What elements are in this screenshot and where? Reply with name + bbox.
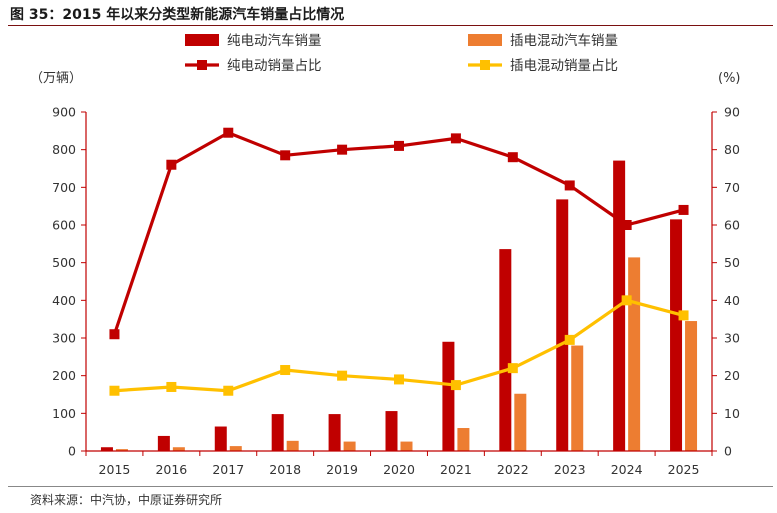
point-插电混动销量占比-2021 [450, 380, 461, 391]
point-插电混动销量占比-2015 [109, 385, 120, 396]
right-tick-label: 70 [724, 180, 740, 195]
x-tick-label-2018: 2018 [269, 462, 301, 477]
point-插电混动销量占比-2020 [394, 374, 404, 385]
bar-纯电动汽车销量-2015 [100, 447, 113, 451]
left-tick-label: 300 [52, 331, 76, 346]
x-tick-label-2020: 2020 [383, 462, 415, 477]
point-插电混动销量占比-2018 [280, 365, 291, 376]
left-tick-label: 400 [52, 293, 76, 308]
x-tick-label-2021: 2021 [440, 462, 472, 477]
title-divider [8, 25, 773, 26]
legend-插电混动汽车销量-label: 插电混动汽车销量 [510, 32, 618, 49]
bar-插电混动汽车销量-2024 [628, 257, 641, 451]
point-纯电动销量占比-2016 [166, 159, 177, 170]
point-插电混动销量占比-2025 [678, 310, 689, 321]
left-axis-unit-label: （万辆） [30, 71, 82, 86]
x-tick-label-2015: 2015 [99, 462, 131, 477]
x-tick-label-2025: 2025 [668, 462, 700, 477]
bar-series [100, 160, 698, 451]
right-tick-label: 50 [724, 255, 740, 270]
legend-纯电动销量占比-label: 纯电动销量占比 [227, 58, 322, 74]
legend-纯电动销量占比-marker [197, 60, 207, 70]
bar-插电混动汽车销量-2017 [229, 446, 242, 451]
bar-纯电动汽车销量-2023 [556, 199, 569, 451]
source-note: 资料来源：中汽协，中原证券研究所 [30, 493, 223, 507]
point-纯电动销量占比-2017 [223, 127, 234, 138]
x-tick-label-2023: 2023 [554, 462, 586, 477]
bar-插电混动汽车销量-2020 [400, 441, 413, 451]
right-tick-label: 60 [724, 218, 740, 233]
x-tick-label-2017: 2017 [212, 462, 244, 477]
bar-纯电动汽车销量-2025 [670, 219, 683, 451]
line-series [109, 127, 689, 396]
bar-纯电动汽车销量-2018 [271, 414, 284, 451]
x-tick-label-2016: 2016 [155, 462, 187, 477]
point-纯电动销量占比-2019 [337, 144, 348, 155]
right-tick-label: 40 [724, 293, 740, 308]
bar-纯电动汽车销量-2021 [442, 341, 455, 451]
bar-纯电动汽车销量-2017 [214, 426, 227, 451]
left-tick-label: 0 [68, 444, 76, 459]
right-axis-unit-label: (%) [718, 71, 741, 86]
bar-纯电动汽车销量-2016 [157, 435, 170, 451]
legend-纯电动汽车销量-label: 纯电动汽车销量 [227, 32, 322, 49]
bar-纯电动汽车销量-2020 [385, 411, 398, 451]
left-tick-label: 200 [52, 368, 76, 383]
right-tick-label: 30 [724, 331, 740, 346]
left-axis-ticks: 0 100 200 300 400 500 600 700 800 900 [52, 105, 86, 459]
legend-插电混动汽车销量-swatch [468, 34, 502, 46]
left-tick-label: 500 [52, 255, 76, 270]
legend-插电混动销量占比-label: 插电混动销量占比 [510, 58, 618, 74]
point-插电混动销量占比-2017 [223, 385, 234, 396]
point-纯电动销量占比-2020 [394, 140, 404, 151]
figure-title: 图 35：2015 年以来分类型新能源汽车销量占比情况 [10, 7, 345, 23]
point-纯电动销量占比-2024 [621, 220, 632, 230]
point-纯电动销量占比-2022 [507, 152, 518, 163]
bar-插电混动汽车销量-2018 [286, 440, 299, 451]
bar-插电混动汽车销量-2023 [571, 345, 584, 451]
right-tick-label: 10 [724, 406, 740, 421]
right-tick-label: 0 [724, 444, 732, 459]
point-插电混动销量占比-2024 [621, 295, 632, 306]
point-纯电动销量占比-2015 [109, 329, 120, 340]
legend-插电混动销量占比-marker [480, 60, 490, 70]
bar-插电混动汽车销量-2016 [172, 447, 185, 451]
bar-插电混动汽车销量-2022 [514, 393, 527, 451]
bar-纯电动汽车销量-2019 [328, 414, 341, 451]
bar-插电混动汽车销量-2021 [457, 428, 470, 451]
point-插电混动销量占比-2016 [166, 381, 177, 392]
legend-纯电动汽车销量-swatch [185, 34, 219, 46]
right-tick-label: 20 [724, 368, 740, 383]
left-tick-label: 900 [52, 105, 76, 120]
x-tick-label-2019: 2019 [326, 462, 358, 477]
point-纯电动销量占比-2023 [564, 180, 575, 191]
x-tick-label-2024: 2024 [611, 462, 643, 477]
bar-纯电动汽车销量-2022 [499, 249, 512, 451]
left-tick-label: 700 [52, 180, 76, 195]
footer-divider [8, 486, 773, 487]
bar-插电混动汽车销量-2015 [115, 449, 128, 451]
right-tick-label: 80 [724, 142, 740, 157]
bar-插电混动汽车销量-2025 [685, 321, 698, 451]
x-axis-ticks: 2015 2016 2017 2018 2019 2020 2021 2022 2023 2024… [85, 451, 713, 477]
left-tick-label: 800 [52, 142, 76, 157]
point-插电混动销量占比-2023 [564, 334, 575, 345]
axes [85, 112, 713, 452]
x-tick-label-2022: 2022 [497, 462, 529, 477]
point-纯电动销量占比-2021 [450, 133, 461, 144]
point-插电混动销量占比-2019 [337, 370, 348, 381]
left-tick-label: 100 [52, 406, 76, 421]
point-纯电动销量占比-2025 [678, 204, 689, 215]
right-tick-label: 90 [724, 105, 740, 120]
line-纯电动销量占比 [112, 131, 684, 335]
left-tick-label: 600 [52, 218, 76, 233]
point-纯电动销量占比-2018 [280, 150, 291, 161]
bar-插电混动汽车销量-2019 [343, 441, 356, 451]
point-插电混动销量占比-2022 [507, 363, 518, 374]
right-axis-ticks: 0 10 20 30 40 50 60 70 80 90 [712, 105, 740, 459]
